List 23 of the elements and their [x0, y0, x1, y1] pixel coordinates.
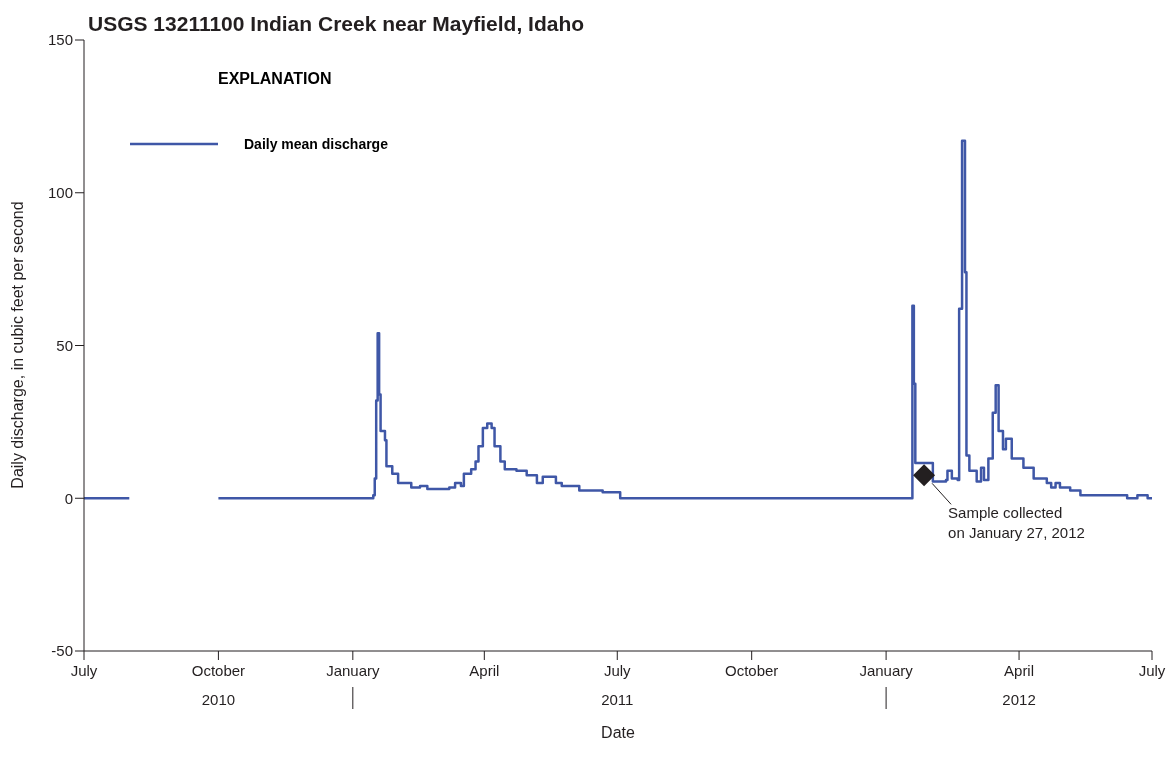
- x-axis-title: Date: [600, 724, 636, 742]
- chart-title: USGS 13211100 Indian Creek near Mayfield, Idaho: [88, 12, 585, 36]
- legend-title: EXPLANATION: [218, 70, 333, 88]
- x-tick-label: July: [70, 662, 98, 679]
- y-tick-label: 50: [56, 336, 73, 354]
- y-tick-label: 0: [64, 489, 73, 507]
- x-tick-label: April: [1004, 662, 1035, 679]
- y-tick-label: -50: [51, 642, 73, 660]
- x-tick-label: January: [859, 662, 914, 679]
- y-axis-title: Daily discharge, in cubic feet per second: [9, 200, 27, 489]
- text: Daily mean discharge: [244, 136, 388, 152]
- y-tick-label: 100: [47, 184, 73, 202]
- x-tick-label: July: [603, 662, 632, 679]
- x-tick-label: April: [469, 662, 500, 679]
- x-tick-label: October: [725, 662, 779, 679]
- x-tick-label: October: [191, 662, 246, 679]
- x-tick-label: January: [326, 662, 380, 679]
- annotation: Sample collected on January 27, 2012: [948, 503, 1085, 544]
- x2-tick-label: 2010: [201, 691, 236, 708]
- x-tick-label: July: [1138, 662, 1166, 679]
- x2-tick-label: 2011: [601, 691, 634, 708]
- x2-tick-label: 2012: [1002, 691, 1036, 708]
- y-tick-label: 150: [47, 31, 73, 49]
